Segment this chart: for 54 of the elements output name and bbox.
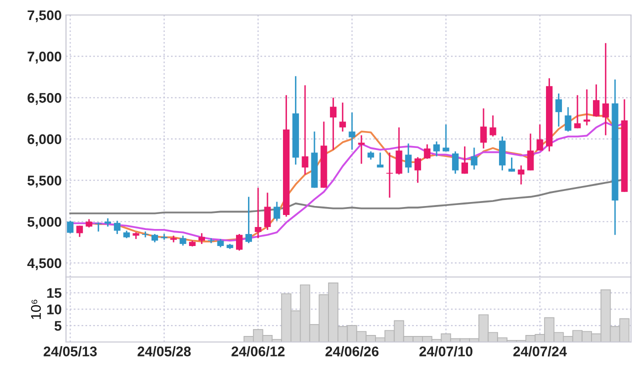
candlestick	[461, 146, 468, 174]
candlestick	[254, 187, 262, 239]
candlestick	[198, 232, 206, 245]
candlestick	[470, 146, 478, 170]
y-tick-label: 5,500	[28, 176, 62, 188]
y-tick-label: 7,500	[28, 10, 62, 22]
x-tick-label: 24/06/26	[325, 346, 379, 357]
candlestick	[180, 234, 186, 246]
candlestick	[555, 92, 562, 128]
candlestick	[508, 156, 515, 172]
candlestick	[490, 114, 496, 138]
y-tick-label: 6,000	[28, 134, 62, 146]
candlestick	[330, 96, 337, 150]
candlestick	[480, 108, 487, 150]
candlestick	[574, 94, 581, 129]
candlestick	[396, 126, 402, 176]
candlestick	[274, 201, 280, 222]
candlestick	[348, 112, 356, 150]
y-tick-label: 5	[54, 321, 62, 331]
candlestick	[564, 106, 572, 132]
y-tick-label: 7,000	[28, 52, 62, 64]
candlestick	[536, 124, 544, 152]
candlestick	[592, 84, 600, 118]
candlestick	[584, 88, 590, 126]
candlestick	[602, 42, 609, 136]
candlestick	[424, 144, 430, 160]
y-tick-label: 4,500	[27, 258, 62, 270]
candlestick	[302, 84, 308, 176]
candlestick	[414, 156, 422, 184]
candlestick	[236, 233, 243, 252]
y-axis-title: 10⁶	[31, 300, 41, 320]
candlestick	[66, 220, 74, 234]
y-tick-label: 6,500	[28, 92, 62, 105]
candlestick	[142, 230, 149, 238]
candlestick	[264, 192, 271, 231]
candlestick	[452, 150, 459, 174]
candlestick	[518, 164, 524, 186]
x-tick-label: 24/07/10	[419, 346, 472, 357]
candlestick	[527, 132, 534, 172]
y-tick-label: 5,000	[28, 216, 62, 229]
candlestick	[405, 142, 412, 174]
x-tick-label: 24/06/12	[232, 346, 285, 357]
candlestick	[358, 134, 365, 164]
candlestick	[114, 220, 120, 235]
candlestick	[376, 152, 384, 168]
y-tick-label: 15	[47, 288, 62, 298]
candlestick	[433, 140, 440, 158]
x-tick-label: 24/05/28	[138, 346, 191, 357]
candlestick	[339, 102, 346, 132]
candlestick	[245, 196, 252, 244]
candlestick	[442, 124, 450, 152]
x-tick-label: 24/07/24	[513, 346, 567, 357]
y-tick-label: 10	[47, 304, 62, 314]
x-tick-label: 24/05/13	[44, 346, 97, 357]
